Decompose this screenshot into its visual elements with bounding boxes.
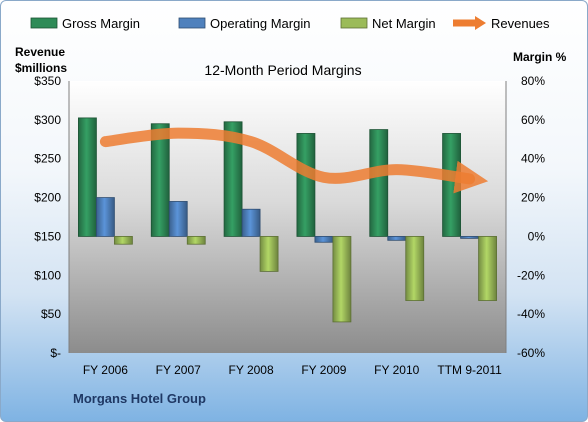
legend-arrow-icon [475, 16, 486, 30]
legend: Gross Margin Operating Margin Net Margin Re… [30, 16, 550, 31]
bar-gross-margin [223, 121, 243, 237]
bar-gross-margin [296, 133, 316, 237]
bar-operating-margin [387, 236, 407, 241]
legend-swatch-net-margin [340, 17, 368, 29]
right-tick-label: 20% [521, 191, 545, 205]
legend-swatch-operating-margin [178, 17, 206, 29]
bar-operating-margin [460, 236, 479, 239]
legend-label: Revenues [491, 16, 550, 31]
left-tick-label: $- [50, 346, 61, 360]
right-tick-label: 40% [521, 152, 545, 166]
chart-title: 12-Month Period Margins [204, 62, 361, 78]
bar-gross-margin [442, 133, 461, 237]
left-tick-labels: $- $50 $100 $150 $200 $250 $300 $350 [34, 74, 61, 360]
left-tick-label: $200 [34, 191, 61, 205]
bar-operating-margin [96, 197, 115, 237]
x-tick-label: FY 2010 [374, 363, 419, 377]
bar-net-margin [114, 236, 133, 245]
x-tick-labels: FY 2006 FY 2007 FY 2008 FY 2009 FY 2010 TTM 9… [83, 363, 502, 377]
x-tick-label: TTM 9-2011 [437, 363, 502, 377]
bar-operating-margin [314, 236, 334, 243]
right-tick-labels: -60% -40% -20% 0% 20% 40% 60% 80% [517, 74, 545, 360]
bar-gross-margin [78, 117, 97, 237]
x-tick-label: FY 2006 [83, 363, 128, 377]
left-tick-label: $150 [34, 229, 61, 243]
right-tick-label: 60% [521, 113, 545, 127]
right-tick-label: -40% [517, 307, 545, 321]
legend-label: Net Margin [372, 16, 436, 31]
revenue-line-group [99, 127, 489, 194]
legend-label: Gross Margin [62, 16, 140, 31]
bars [78, 117, 497, 323]
x-tick-label: FY 2009 [301, 363, 346, 377]
bar-gross-margin [150, 123, 170, 237]
revenues-line [99, 127, 489, 194]
bar-operating-margin [168, 201, 188, 237]
left-tick-label: $300 [34, 113, 61, 127]
left-tick-label: $350 [34, 74, 61, 88]
bar-net-margin [405, 236, 425, 301]
right-tick-label: 80% [521, 74, 545, 88]
legend-swatch-gross-margin [30, 17, 58, 29]
bar-net-margin [332, 236, 352, 323]
left-tick-label: $250 [34, 152, 61, 166]
right-axis-title: Margin % [513, 50, 567, 64]
x-tick-label: FY 2007 [156, 363, 201, 377]
bar-net-margin [259, 236, 279, 272]
x-tick-label: FY 2008 [229, 363, 274, 377]
right-tick-label: -20% [517, 268, 545, 282]
left-axis-title-line1: Revenue [15, 45, 65, 59]
bar-net-margin [478, 236, 497, 301]
bar-gross-margin [369, 129, 389, 237]
right-tick-label: -60% [517, 346, 545, 360]
bar-operating-margin [241, 208, 261, 237]
company-name: Morgans Hotel Group [73, 391, 206, 406]
left-axis-title-line2: $millions [15, 61, 67, 75]
plot-area [69, 81, 506, 353]
bar-net-margin [186, 236, 206, 245]
left-tick-label: $50 [41, 307, 61, 321]
right-tick-label: 0% [528, 229, 546, 243]
legend-label: Operating Margin [210, 16, 310, 31]
left-tick-label: $100 [34, 268, 61, 282]
